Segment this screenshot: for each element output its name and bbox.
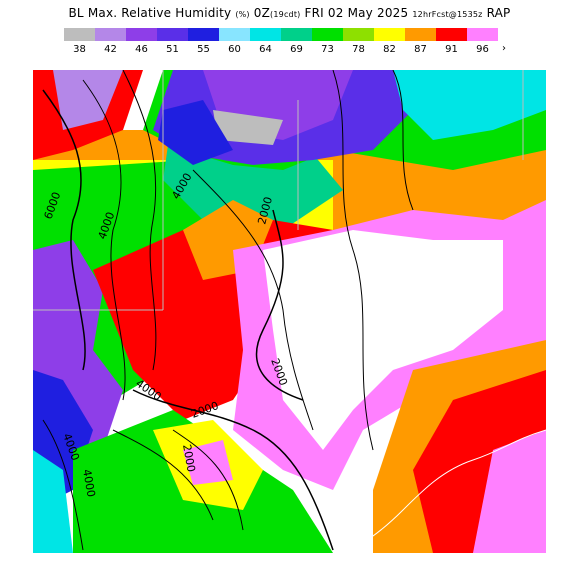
humidity-map: 6000 4000 4000 2000 2000 4000 2000 4000 … [33, 70, 546, 553]
rh-field-white-saturated [263, 230, 503, 450]
legend-swatch [436, 28, 467, 41]
rh-field-south-pink [183, 440, 233, 485]
legend-label: 78 [352, 44, 365, 55]
legend-label: 38 [73, 44, 86, 55]
coastline [342, 429, 546, 553]
terrain-contour [42, 89, 86, 371]
terrain-contour [192, 169, 314, 431]
terrain-contour [255, 209, 304, 401]
legend-swatch [126, 28, 157, 41]
title-time: 0Z [253, 6, 271, 20]
rh-field-gray [213, 110, 283, 145]
terrain-contour [42, 419, 84, 551]
terrain-contour [392, 70, 414, 211]
map-title: BL Max. Relative Humidity (%) 0Z(19cdt) … [0, 6, 579, 20]
legend-swatch [374, 28, 405, 41]
rh-field-west-cyan [33, 450, 73, 553]
terrain-contour [82, 79, 126, 401]
contour-label: 4000 [80, 468, 98, 498]
legend-label: 46 [135, 44, 148, 55]
legend-label: 69 [290, 44, 303, 55]
terrain-contour [112, 429, 214, 521]
legend-swatch [95, 28, 126, 41]
legend-swatch [64, 28, 95, 41]
legend-label: 96 [476, 44, 489, 55]
legend-swatch [343, 28, 374, 41]
legend-overflow-arrow: › [502, 43, 506, 54]
legend-swatch [405, 28, 436, 41]
title-model: RAP [486, 6, 511, 20]
map-canvas: 6000 4000 4000 2000 2000 4000 2000 4000 … [33, 70, 546, 553]
legend-swatch [157, 28, 188, 41]
legend-label: 42 [104, 44, 117, 55]
title-local: (19cdt) [270, 10, 301, 19]
legend-swatch [188, 28, 219, 41]
rh-field-cyan-north [393, 70, 546, 140]
rh-field-blue-north [158, 100, 233, 165]
title-date: FRI 02 May 2025 [304, 6, 409, 20]
title-unit: (%) [235, 10, 250, 19]
legend-labels: 38 42 46 51 55 60 64 69 73 78 82 87 91 96 [64, 44, 498, 56]
rh-field-se-pink [473, 430, 546, 553]
legend-swatch [281, 28, 312, 41]
legend-label: 73 [321, 44, 334, 55]
terrain-contour [172, 429, 244, 531]
rh-field-nw-lavender [53, 70, 123, 130]
legend-label: 60 [228, 44, 241, 55]
legend-swatch [467, 28, 498, 41]
legend-label: 51 [166, 44, 179, 55]
contour-label: 2000 [180, 443, 198, 473]
title-run: 12hrFcst@1535z [412, 10, 483, 19]
legend-swatch [312, 28, 343, 41]
color-legend: 38 42 46 51 55 60 64 69 73 78 82 87 91 96 › [64, 28, 506, 58]
terrain-contour [132, 389, 334, 551]
title-main: BL Max. Relative Humidity [68, 6, 232, 20]
terrain-contour [122, 70, 157, 371]
legend-label: 55 [197, 44, 210, 55]
legend-swatch [250, 28, 281, 41]
legend-label: 82 [383, 44, 396, 55]
legend-swatches [64, 28, 498, 41]
legend-swatch [219, 28, 250, 41]
legend-label: 91 [445, 44, 458, 55]
legend-label: 64 [259, 44, 272, 55]
legend-label: 87 [414, 44, 427, 55]
terrain-contour [332, 70, 374, 451]
